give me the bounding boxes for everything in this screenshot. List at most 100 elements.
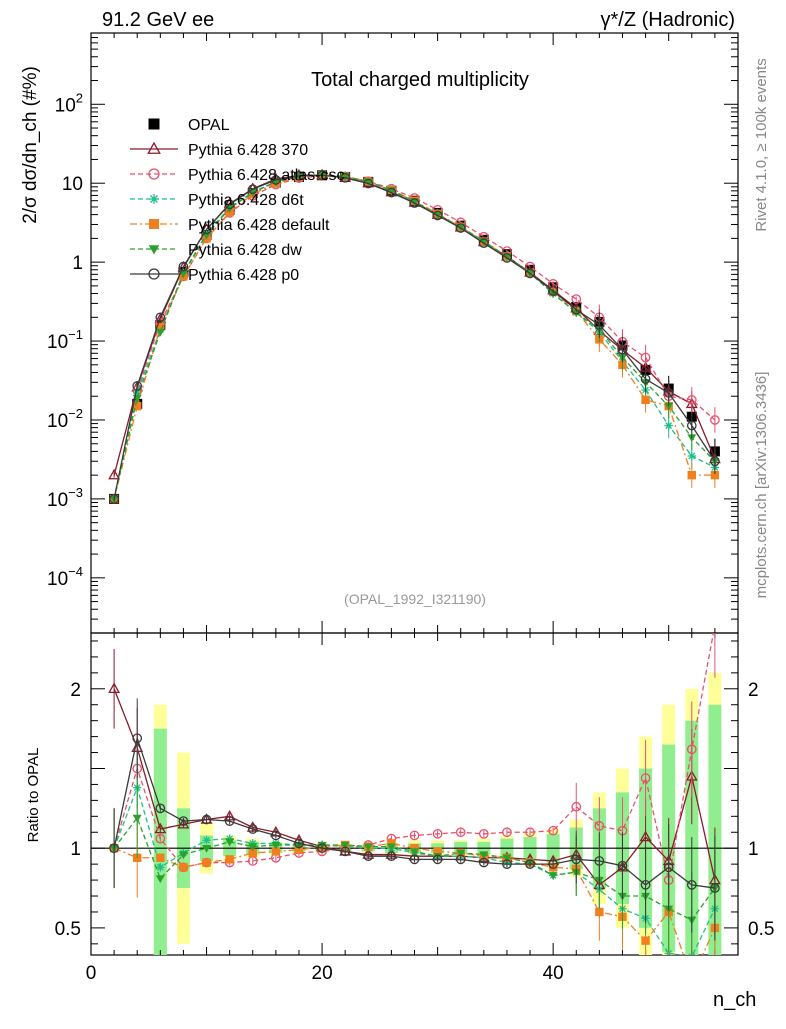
ratio-series-group: [108, 621, 721, 955]
point-d6t: [687, 451, 696, 461]
point-default: [710, 470, 720, 480]
main-y-tick-label: 102: [55, 90, 83, 116]
series-line-p0: [113, 174, 716, 500]
legend-label-dw: Pythia 6.428 dw: [188, 242, 302, 259]
plot-title: Total charged multiplicity: [311, 69, 529, 91]
main-y-tick-label: 10−2: [47, 406, 83, 432]
point-p0: [663, 388, 674, 398]
legend-marker-p370: [147, 141, 161, 154]
legend-marker-OPAL: [148, 118, 160, 130]
ratio-point-dw: [225, 838, 235, 847]
legend-label-d6t: Pythia 6.428 d6t: [188, 192, 304, 209]
legend-marker-atlas: [148, 168, 160, 180]
ratio-point-p0: [155, 803, 166, 814]
ratio-point-default: [294, 845, 304, 854]
ratio-point-dw: [502, 854, 512, 863]
ratio-point-p0: [409, 854, 420, 865]
ratio-point-dw: [410, 848, 419, 857]
ratio-point-dw: [479, 851, 489, 860]
ratio-point-p0: [201, 814, 212, 825]
point-dw: [340, 173, 350, 182]
ratio-point-p0: [525, 859, 535, 869]
header-process-label: γ*/Z (Hadronic): [601, 9, 735, 31]
x-tick-label: 40: [543, 963, 564, 984]
ratio-point-dw: [202, 845, 211, 853]
ratio-point-dw: [548, 872, 558, 880]
ratio-point-atlas: [711, 621, 719, 629]
point-p0: [247, 184, 258, 195]
point-p370: [108, 468, 121, 480]
legend-label-p370: Pythia 6.428 370: [188, 142, 308, 159]
main-y-axis-label: 2/σ dσ/dn_ch (#%): [20, 66, 41, 224]
ratio-point-p0: [640, 880, 651, 890]
ratio-point-p0: [178, 816, 189, 826]
main-y-tick-label: 10−3: [47, 485, 83, 511]
point-p0: [224, 199, 235, 210]
point-p0: [317, 170, 327, 181]
point-default: [156, 322, 165, 332]
point-p0: [201, 224, 212, 235]
legend-label-p0: Pythia 6.428 p0: [188, 267, 299, 284]
ratio-point-dw: [456, 849, 466, 858]
point-atlas: [640, 352, 651, 363]
ratio-point-atlas: [478, 829, 489, 839]
x-tick-label: 20: [312, 963, 333, 984]
ratio-point-p0: [294, 838, 304, 849]
point-d6t: [664, 421, 673, 430]
analysis-watermark: (OPAL_1992_I321190): [344, 591, 486, 607]
point-d6t: [133, 388, 142, 398]
legend-label-default: Pythia 6.428 default: [188, 217, 330, 234]
ratio-point-atlas: [455, 827, 466, 838]
point-p0: [617, 344, 628, 355]
point-atlas: [686, 394, 697, 405]
ratio-y-axis-label: Ratio to OPAL: [25, 748, 42, 843]
ratio-point-p0: [663, 862, 674, 873]
point-dw: [155, 328, 165, 337]
point-p0: [271, 175, 281, 185]
point-atlas: [571, 294, 582, 304]
ratio-point-p0: [710, 883, 720, 893]
ratio-point-p0: [478, 857, 489, 868]
point-p0: [571, 304, 582, 315]
ratio-point-p0: [594, 856, 605, 866]
legend-marker-dw: [148, 245, 160, 255]
main-series-group: [108, 168, 721, 504]
ratio-y-tick-label-right: 0.5: [748, 919, 774, 940]
ratio-point-p0: [363, 851, 374, 862]
point-p0: [525, 268, 535, 279]
point-p0: [478, 238, 489, 248]
ratio-point-default: [225, 855, 234, 864]
ratio-point-default: [433, 847, 442, 856]
ratio-y-tick-label-left: 2: [70, 680, 81, 701]
point-p0: [502, 253, 512, 263]
ratio-point-dw: [363, 843, 373, 852]
legend-label-OPAL: OPAL: [188, 117, 230, 134]
ratio-point-d6t: [202, 836, 211, 845]
point-atlas: [710, 415, 720, 425]
ratio-point-dw: [340, 841, 350, 850]
ratio-point-p0: [686, 880, 697, 890]
ratio-point-atlas: [155, 833, 166, 844]
ratio-point-atlas: [502, 827, 512, 838]
ratio-y-tick-label-left: 0.5: [55, 919, 81, 940]
point-p0: [640, 374, 651, 384]
legend-marker-default: [149, 219, 159, 229]
ratio-point-atlas: [409, 830, 420, 841]
point-p0: [548, 286, 558, 296]
side-label-rivet: Rivet 4.1.0, ≥ 100k events: [753, 58, 770, 231]
point-p0: [409, 198, 420, 208]
ratio-point-atlas: [571, 801, 582, 812]
ratio-series-p0: [109, 698, 720, 941]
point-dw: [664, 402, 674, 411]
ratio-point-default: [595, 907, 604, 917]
ratio-point-p0: [617, 860, 628, 871]
main-y-tick-label: 10−4: [47, 564, 83, 590]
ratio-y-tick-label-right: 1: [748, 839, 759, 860]
point-p0: [363, 178, 374, 189]
ratio-point-p0: [432, 854, 443, 865]
ratio-point-d6t: [156, 863, 165, 872]
point-default: [687, 470, 696, 480]
legend-label-atlas: Pythia 6.428 atlas-csc: [188, 167, 345, 184]
ratio-point-default: [202, 858, 211, 867]
point-p0: [432, 210, 443, 221]
